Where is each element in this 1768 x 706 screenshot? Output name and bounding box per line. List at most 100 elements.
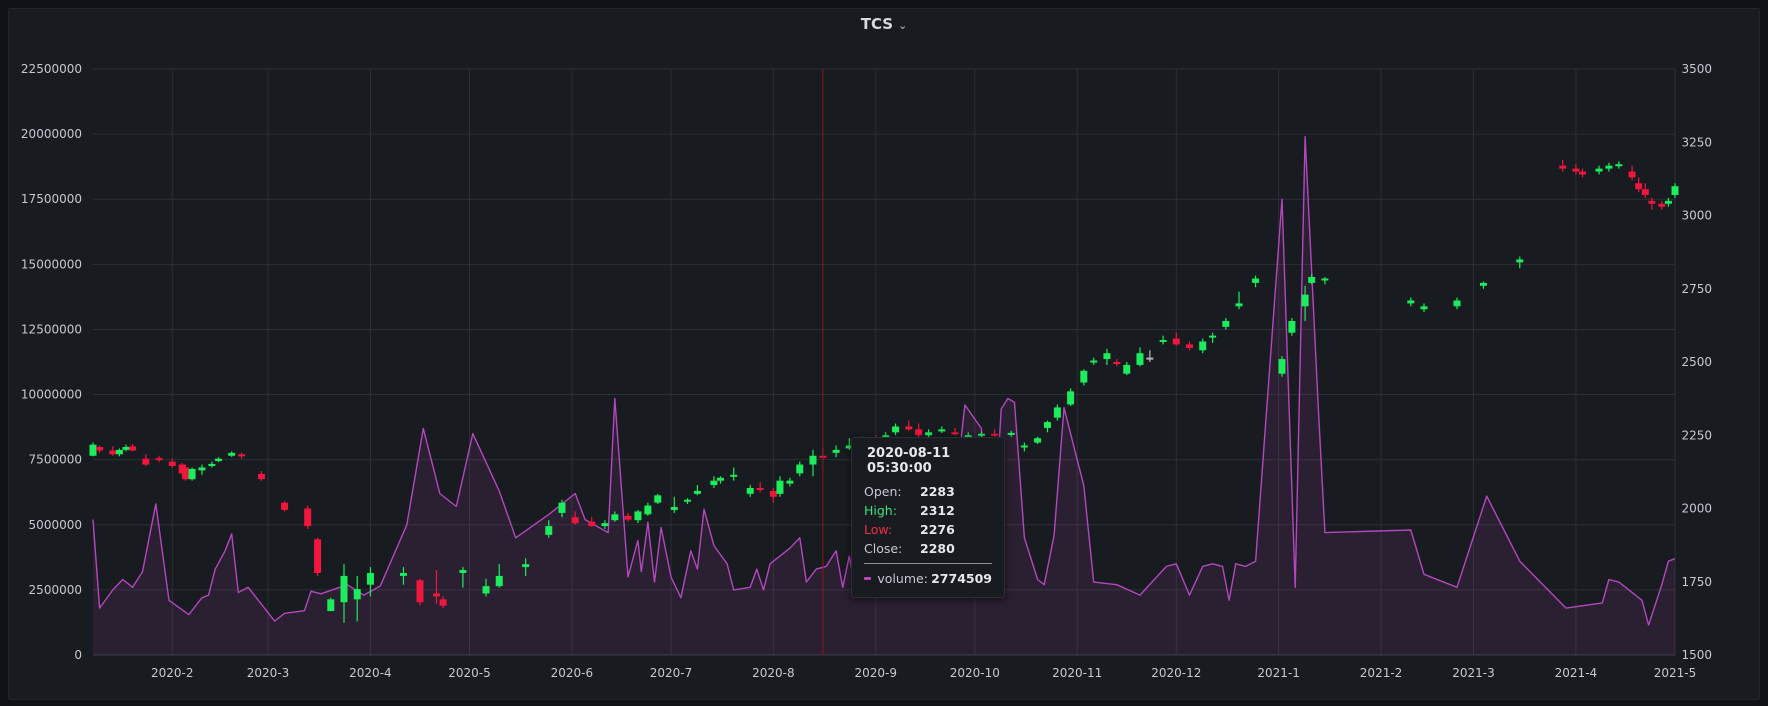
candle-body xyxy=(1222,320,1230,327)
y-right-tick-label: 3250 xyxy=(1681,135,1712,149)
candle-body xyxy=(1664,200,1672,204)
candle-body xyxy=(188,468,196,480)
volume-area xyxy=(93,136,1675,655)
candle-body xyxy=(366,572,374,585)
candle-body xyxy=(693,490,701,494)
tooltip-high-label: High: xyxy=(864,503,897,518)
x-tick-label: 2020-5 xyxy=(448,666,491,680)
tooltip-close-value: 2280 xyxy=(920,541,955,556)
candle-body xyxy=(1159,340,1167,343)
candle-body xyxy=(1579,171,1587,175)
candle-body xyxy=(1199,341,1207,351)
y-left-tick-label: 17500000 xyxy=(21,192,82,206)
candle-body xyxy=(1479,282,1487,286)
candle-body xyxy=(683,499,691,502)
tooltip-high-row: High: 2312 xyxy=(864,501,992,520)
candle-body xyxy=(624,515,632,520)
candle-body xyxy=(905,426,913,430)
candle-body xyxy=(1113,362,1121,364)
candle-body xyxy=(1146,357,1154,360)
candle-body xyxy=(1090,360,1098,363)
candle-body xyxy=(281,502,289,510)
candle-body xyxy=(545,526,553,535)
y-right-tick-label: 2500 xyxy=(1681,355,1712,369)
x-tick-label: 2020-7 xyxy=(650,666,693,680)
y-left-tick-label: 7500000 xyxy=(29,453,82,467)
candles xyxy=(89,159,1679,623)
candle-body xyxy=(1648,200,1656,204)
candle-body xyxy=(122,446,130,450)
tooltip-volume-label: volume: xyxy=(877,570,928,586)
x-tick-label: 2021-3 xyxy=(1452,666,1495,680)
candle-body xyxy=(304,508,312,527)
candle-body xyxy=(1136,353,1144,365)
grid-lines xyxy=(93,68,1676,656)
candle-body xyxy=(416,580,424,603)
x-tick-label: 2021-1 xyxy=(1257,666,1300,680)
y-right-tick-label: 3000 xyxy=(1681,209,1712,223)
candle-body xyxy=(522,564,530,568)
candle-body xyxy=(951,432,959,435)
candle-body xyxy=(845,445,853,449)
chevron-down-icon[interactable]: ⌄ xyxy=(898,19,908,32)
candle-body xyxy=(168,461,176,467)
candle-body xyxy=(611,514,619,521)
candle-body xyxy=(756,487,764,490)
candle-body xyxy=(938,429,946,432)
candle-body xyxy=(1123,364,1131,374)
candle-body xyxy=(1235,303,1243,307)
y-right-tick-label: 2000 xyxy=(1681,502,1712,516)
tooltip-low-label: Low: xyxy=(864,522,893,537)
candle-body xyxy=(155,458,163,461)
y-left-tick-label: 15000000 xyxy=(21,257,82,271)
y-left-tick-label: 5000000 xyxy=(29,518,82,532)
candle-body xyxy=(1516,259,1524,263)
tooltip-open-value: 2283 xyxy=(920,484,955,499)
candle-body xyxy=(558,502,566,513)
tooltip-time: 2020-08-11 05:30:00 xyxy=(867,446,951,476)
y-axis-right: 1500 1750 2000 2250 2500 2750 3000 3250 3500 xyxy=(1681,62,1712,662)
candle-body xyxy=(1420,306,1428,310)
candle-body xyxy=(1080,370,1088,383)
candle-body xyxy=(1007,432,1015,435)
candle-body xyxy=(1278,359,1286,374)
y-left-tick-label: 20000000 xyxy=(21,127,82,141)
y-left-tick-label: 0 xyxy=(74,648,82,662)
panel-title[interactable]: TCS ⌄ xyxy=(9,15,1759,33)
x-tick-label: 2020-9 xyxy=(854,666,897,680)
candle-body xyxy=(257,473,265,480)
x-tick-label: 2020-12 xyxy=(1151,666,1201,680)
y-right-tick-label: 1750 xyxy=(1681,575,1712,589)
tooltip-high-value: 2312 xyxy=(920,503,955,518)
volume-series xyxy=(92,136,1676,655)
y-left-tick-label: 10000000 xyxy=(21,388,82,402)
candle-body xyxy=(1020,445,1028,448)
x-tick-label: 2020-6 xyxy=(551,666,594,680)
candle-body xyxy=(1067,391,1075,405)
candle-body xyxy=(977,433,985,436)
candle-body xyxy=(915,429,923,436)
candle-body xyxy=(1453,300,1461,307)
panel-title-text: TCS xyxy=(860,15,894,33)
y-axis-left: 0 2500000 5000000 7500000 10000000 12500000 15… xyxy=(21,62,82,662)
tooltip-open-row: Open: 2283 xyxy=(864,482,992,501)
tooltip-open-label: Open: xyxy=(864,484,902,499)
x-tick-label: 2020-2 xyxy=(151,666,194,680)
candle-body xyxy=(399,572,407,576)
x-tick-label: 2020-10 xyxy=(950,666,1000,680)
candle-body xyxy=(327,599,335,612)
x-tick-label: 2021-4 xyxy=(1555,666,1598,680)
candle-body xyxy=(730,474,738,477)
volume-line xyxy=(92,136,1676,626)
candle-body xyxy=(634,511,642,521)
candle-body xyxy=(710,480,718,486)
candle-body xyxy=(439,599,447,606)
x-tick-label: 2021-2 xyxy=(1360,666,1403,680)
candle-body xyxy=(654,495,662,503)
candle-body xyxy=(1186,344,1194,348)
volume-swatch xyxy=(864,576,872,580)
candle-body xyxy=(1605,165,1613,169)
candle-body xyxy=(1252,278,1260,283)
candle-body xyxy=(1172,338,1180,345)
